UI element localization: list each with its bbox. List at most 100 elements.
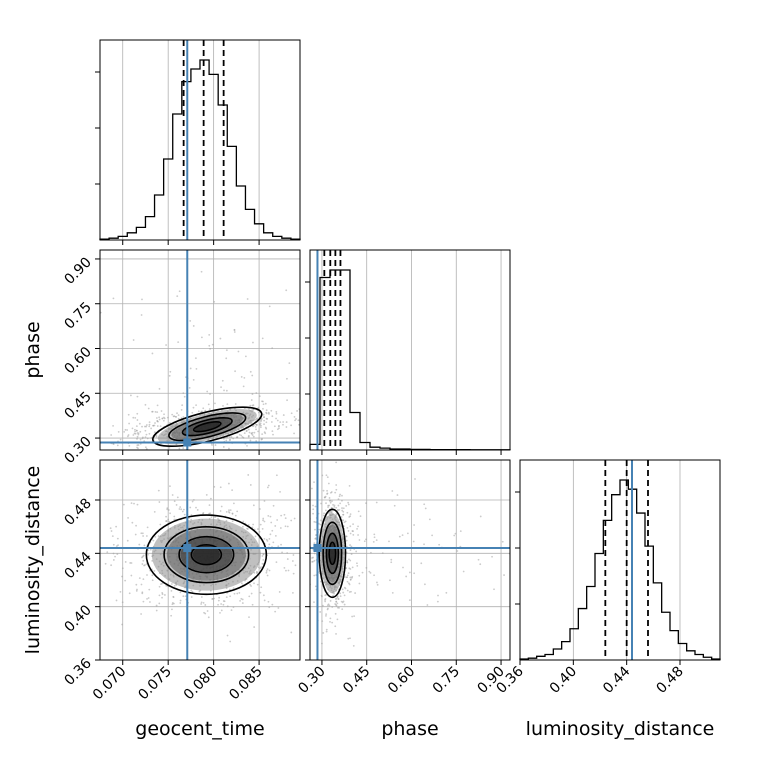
sample-point bbox=[341, 608, 344, 611]
sample-point bbox=[207, 616, 210, 619]
sample-point bbox=[219, 337, 222, 340]
sample-point bbox=[208, 333, 211, 336]
sample-point bbox=[182, 595, 185, 598]
sample-point bbox=[116, 444, 119, 447]
sample-point bbox=[175, 504, 178, 506]
sample-point bbox=[304, 560, 306, 562]
sample-point bbox=[126, 429, 129, 431]
sample-point bbox=[273, 425, 276, 428]
sample-point bbox=[177, 417, 180, 420]
sample-point bbox=[139, 438, 142, 441]
sample-point bbox=[151, 574, 154, 577]
sample-point bbox=[220, 386, 222, 388]
sample-point bbox=[311, 557, 313, 559]
panel-joint-phase-luminosity-distance: 0.30 0.45 0.60 0.75 0.90 bbox=[295, 459, 511, 697]
sample-point bbox=[252, 404, 255, 407]
sample-point bbox=[98, 426, 100, 428]
sample-point bbox=[261, 555, 264, 557]
sample-point bbox=[349, 532, 352, 535]
sample-point bbox=[368, 570, 371, 573]
sample-point bbox=[180, 508, 183, 511]
sample-point bbox=[158, 418, 161, 421]
sample-point bbox=[227, 482, 230, 485]
sample-point bbox=[290, 631, 293, 634]
sample-point bbox=[358, 539, 361, 541]
sample-point bbox=[337, 606, 339, 609]
y-tick-label-luminosity-distance: 0.40 bbox=[61, 602, 94, 635]
sample-point bbox=[237, 350, 240, 353]
sample-point bbox=[352, 523, 354, 526]
sample-point bbox=[126, 435, 129, 438]
sample-point bbox=[109, 527, 112, 530]
sample-point bbox=[167, 518, 170, 521]
x-tick-label-luminosity-distance: 0.48 bbox=[653, 664, 686, 697]
sample-point bbox=[149, 548, 152, 551]
sample-point bbox=[136, 588, 138, 591]
density-level bbox=[192, 545, 220, 564]
sample-point bbox=[262, 413, 265, 416]
sample-point bbox=[349, 549, 352, 552]
sample-point bbox=[260, 586, 263, 589]
sample-point bbox=[192, 325, 195, 327]
sample-point bbox=[135, 590, 138, 592]
sample-point bbox=[303, 538, 305, 540]
sample-point bbox=[342, 507, 345, 510]
sample-point bbox=[381, 552, 384, 555]
sample-point bbox=[134, 430, 137, 433]
sample-point bbox=[156, 425, 159, 427]
sample-point bbox=[132, 416, 135, 419]
sample-point bbox=[97, 526, 99, 528]
sample-point bbox=[398, 535, 401, 538]
density-contour bbox=[322, 521, 343, 586]
sample-point bbox=[349, 576, 352, 579]
sample-point bbox=[241, 602, 244, 604]
sample-point bbox=[329, 501, 332, 504]
sample-point bbox=[322, 632, 325, 634]
sample-point bbox=[187, 517, 190, 520]
sample-point bbox=[337, 498, 340, 501]
sample-point bbox=[254, 448, 256, 450]
sample-point bbox=[147, 549, 150, 552]
sample-point bbox=[279, 490, 281, 493]
sample-point bbox=[276, 428, 279, 431]
sample-point bbox=[479, 563, 482, 566]
sample-point bbox=[270, 409, 273, 412]
sample-point bbox=[204, 409, 207, 412]
sample-point bbox=[347, 501, 350, 504]
sample-point bbox=[327, 603, 330, 606]
sample-point bbox=[195, 367, 198, 370]
sample-point bbox=[178, 508, 181, 510]
sample-point bbox=[462, 570, 465, 573]
sample-point bbox=[208, 408, 211, 410]
sample-point bbox=[349, 637, 351, 640]
sample-point bbox=[356, 564, 359, 567]
sample-point bbox=[331, 606, 334, 608]
sample-point bbox=[171, 603, 174, 606]
sample-point bbox=[211, 343, 214, 346]
sample-point bbox=[325, 474, 328, 477]
sample-point bbox=[223, 389, 225, 392]
panel-hist-phase bbox=[305, 249, 511, 455]
sample-point bbox=[117, 544, 119, 547]
sample-point bbox=[228, 509, 230, 511]
sample-point bbox=[142, 578, 145, 581]
x-tick-label-geocent-time: 0.070 bbox=[90, 664, 130, 704]
sample-point bbox=[456, 550, 459, 552]
sample-point bbox=[122, 503, 125, 506]
sample-point bbox=[140, 532, 143, 535]
sample-point bbox=[283, 513, 286, 516]
sample-point bbox=[220, 603, 223, 605]
sample-point bbox=[231, 512, 234, 515]
sample-point bbox=[313, 574, 316, 577]
sample-point bbox=[160, 583, 162, 586]
sample-point bbox=[222, 603, 225, 606]
sample-point bbox=[220, 505, 223, 508]
sample-point bbox=[244, 355, 247, 358]
sample-point bbox=[131, 427, 134, 430]
panel-frame bbox=[519, 459, 721, 661]
sample-point bbox=[136, 503, 139, 506]
sample-point bbox=[247, 428, 250, 431]
sample-point bbox=[205, 494, 208, 496]
sample-point bbox=[325, 502, 327, 505]
